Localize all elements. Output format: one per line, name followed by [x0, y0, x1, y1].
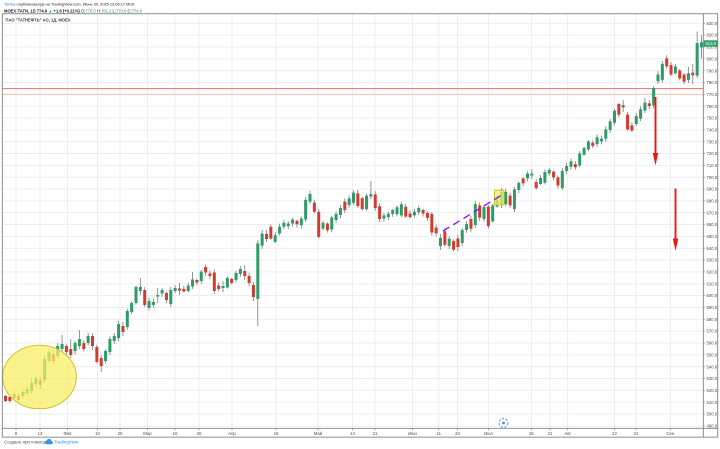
svg-text:16: 16 [274, 431, 279, 436]
svg-text:600.0: 600.0 [707, 293, 718, 298]
svg-text:10: 10 [95, 431, 100, 436]
svg-text:Создано при помощи: Создано при помощи [4, 440, 48, 445]
svg-text:Tomka опубликовал(а) на Tradin: Tomka опубликовал(а) на TradingView.com,… [4, 2, 135, 7]
svg-text:13: 13 [612, 431, 617, 436]
svg-text:13: 13 [38, 431, 43, 436]
svg-text:540.0: 540.0 [707, 364, 718, 369]
svg-text:20: 20 [118, 431, 123, 436]
svg-text:820.0: 820.0 [707, 33, 718, 38]
svg-text:630.0: 630.0 [707, 258, 718, 263]
svg-text:560.0: 560.0 [707, 341, 718, 346]
svg-text:ПАО "ТАТНЕФТЬ" АО, 1Д, MOEX: ПАО "ТАТНЕФТЬ" АО, 1Д, MOEX [6, 17, 71, 22]
svg-text:11: 11 [437, 431, 442, 436]
svg-text:Апр: Апр [228, 431, 236, 436]
svg-text:590.0: 590.0 [707, 305, 718, 310]
svg-text:680.0: 680.0 [707, 199, 718, 204]
svg-text:700.0: 700.0 [707, 175, 718, 180]
svg-text:800.0: 800.0 [707, 56, 718, 61]
svg-text:9: 9 [15, 431, 18, 436]
svg-text:570.0: 570.0 [707, 329, 718, 334]
svg-text:Фев: Фев [64, 431, 73, 436]
svg-text:790.0: 790.0 [707, 68, 718, 73]
svg-text:14: 14 [350, 431, 355, 436]
svg-text:520.0: 520.0 [707, 388, 718, 393]
svg-text:690.0: 690.0 [707, 187, 718, 192]
svg-text:490.0: 490.0 [707, 424, 718, 429]
svg-text:510.0: 510.0 [707, 400, 718, 405]
svg-text:MOEX:TATN, 1D 774.9 ▲ +1.6 (+0: MOEX:TATN, 1D 774.9 ▲ +1.6 (+0.21%) O:77… [4, 8, 143, 13]
svg-text:740.0: 740.0 [707, 128, 718, 133]
svg-text:650.0: 650.0 [707, 234, 718, 239]
svg-text:Мар: Мар [143, 431, 152, 436]
svg-text:21: 21 [373, 431, 378, 436]
svg-text:670.0: 670.0 [707, 210, 718, 215]
svg-text:Июн: Июн [408, 431, 417, 436]
svg-text:620.0: 620.0 [707, 270, 718, 275]
svg-text:720.0: 720.0 [707, 151, 718, 156]
svg-text:813.5: 813.5 [705, 41, 716, 46]
svg-text:580.0: 580.0 [707, 317, 718, 322]
svg-text:830.0: 830.0 [707, 21, 718, 26]
svg-text:500.0: 500.0 [707, 412, 718, 417]
svg-text:770.0: 770.0 [707, 92, 718, 97]
svg-text:Авг: Авг [564, 431, 571, 436]
svg-text:640.0: 640.0 [707, 246, 718, 251]
svg-text:20: 20 [197, 431, 202, 436]
svg-text:10: 10 [173, 431, 178, 436]
svg-text:550.0: 550.0 [707, 352, 718, 357]
svg-text:780.0: 780.0 [707, 80, 718, 85]
svg-text:610.0: 610.0 [707, 281, 718, 286]
svg-text:15: 15 [529, 431, 534, 436]
svg-text:730.0: 730.0 [707, 139, 718, 144]
svg-text:21: 21 [634, 431, 639, 436]
svg-text:660.0: 660.0 [707, 222, 718, 227]
svg-text:810.0: 810.0 [707, 45, 718, 50]
svg-text:750.0: 750.0 [707, 116, 718, 121]
svg-text:530.0: 530.0 [707, 376, 718, 381]
svg-text:21: 21 [548, 431, 553, 436]
svg-text:Июл: Июл [484, 431, 493, 436]
svg-text:Сен: Сен [666, 431, 674, 436]
svg-text:TradingView: TradingView [54, 440, 79, 445]
svg-text:760.0: 760.0 [707, 104, 718, 109]
svg-text:23: 23 [455, 431, 460, 436]
svg-text:Май: Май [314, 431, 323, 436]
svg-text:710.0: 710.0 [707, 163, 718, 168]
